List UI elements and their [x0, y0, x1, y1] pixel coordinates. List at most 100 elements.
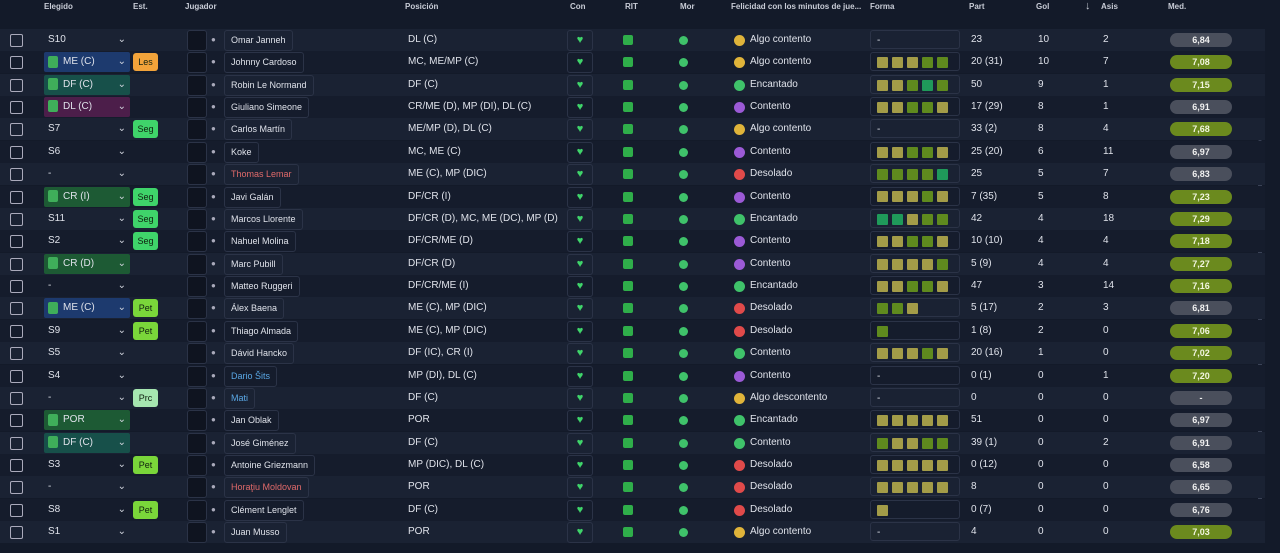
player-row[interactable]: S10 ⌄ ● Omar Janneh DL (C) ♥ Algo contento -23 1… — [0, 29, 1265, 51]
player-name-box[interactable]: Marc Pubill — [224, 253, 283, 275]
checkbox[interactable] — [10, 190, 23, 204]
selection-dropdown[interactable]: DF (C) ⌄ — [44, 432, 130, 453]
checkbox[interactable] — [10, 503, 23, 517]
column-header[interactable]: RIT — [625, 2, 638, 11]
checkbox[interactable] — [10, 34, 23, 47]
column-header[interactable]: Asis — [1101, 2, 1118, 11]
column-header[interactable]: Con — [570, 2, 586, 11]
checkbox[interactable] — [10, 101, 23, 115]
checkbox[interactable] — [10, 145, 23, 159]
selection-dropdown[interactable]: ME (C) ⌄ — [44, 52, 130, 73]
player-name-box[interactable]: Matteo Ruggeri — [224, 276, 300, 298]
selection-dropdown[interactable]: S11 ⌄ — [44, 208, 130, 230]
selection-dropdown[interactable]: S10 ⌄ — [44, 29, 130, 51]
column-header[interactable]: Forma — [870, 2, 895, 11]
selection-dropdown[interactable]: - ⌄ — [44, 275, 130, 297]
player-row[interactable]: DL (C) ⌄ ● Giuliano Simeone CR/ME (D), MP (D… — [0, 96, 1265, 119]
player-row[interactable]: DF (C) ⌄ ● Robin Le Normand DF (C) ♥ Encantado… — [0, 73, 1265, 96]
checkbox[interactable] — [10, 481, 23, 495]
column-header[interactable]: Gol — [1036, 2, 1050, 11]
column-header[interactable]: Est. — [133, 2, 148, 11]
selection-dropdown[interactable]: S7 ⌄ — [44, 118, 130, 140]
checkbox[interactable] — [10, 280, 23, 294]
player-row[interactable]: S5 ⌄ ● Dávid Hancko DF (IC), CR (I) ♥ Contento… — [0, 342, 1265, 365]
checkbox[interactable] — [10, 324, 23, 338]
selection-dropdown[interactable]: S9 ⌄ — [44, 320, 130, 342]
player-name-box[interactable]: Omar Janneh — [224, 30, 293, 51]
selection-dropdown[interactable]: - ⌄ — [44, 163, 130, 185]
player-name-box[interactable]: Thiago Almada — [224, 320, 299, 342]
player-row[interactable]: - ⌄ ● Matteo Ruggeri DF/CR/ME (I) ♥ Encantado 4… — [0, 275, 1265, 298]
checkbox[interactable] — [10, 302, 23, 316]
selection-dropdown[interactable]: S8 ⌄ — [44, 499, 130, 521]
checkbox[interactable] — [10, 78, 23, 92]
selection-dropdown[interactable]: POR ⌄ — [44, 410, 130, 431]
selection-dropdown[interactable]: S6 ⌄ — [44, 141, 130, 163]
player-row[interactable]: - ⌄ ● Thomas Lemar ME (C), MP (DIC) ♥ Desolado… — [0, 163, 1265, 186]
selection-dropdown[interactable]: CR (D) ⌄ — [44, 253, 130, 274]
player-row[interactable]: ME (C) ⌄ Pet ● Álex Baena ME (C), MP (DIC) ♥ De… — [0, 297, 1265, 320]
player-row[interactable]: S9 ⌄ Pet ● Thiago Almada ME (C), MP (DIC) ♥ Des… — [0, 319, 1265, 342]
player-name-box[interactable]: Koke — [224, 141, 259, 163]
selection-dropdown[interactable]: S4 ⌄ — [44, 365, 130, 387]
player-name-box[interactable]: Clément Lenglet — [224, 499, 304, 521]
checkbox[interactable] — [10, 459, 23, 473]
player-name-box[interactable]: Robin Le Normand — [224, 74, 314, 96]
column-header[interactable]: Elegido — [44, 2, 73, 11]
player-row[interactable]: - ⌄ Prc ● Mati DF (C) ♥ Algo descontento -0 0 0- — [0, 386, 1265, 409]
player-row[interactable]: S3 ⌄ Pet ● Antoine Griezmann MP (DIC), DL (C)… — [0, 454, 1265, 477]
selection-dropdown[interactable]: S5 ⌄ — [44, 342, 130, 364]
checkbox[interactable] — [10, 526, 23, 540]
player-row[interactable]: S1 ⌄ ● Juan Musso POR ♥ Algo contento -4 0 0 7,03 — [0, 521, 1265, 544]
column-header[interactable]: Med. — [1168, 2, 1187, 11]
player-name-box[interactable]: Mati — [224, 387, 256, 409]
player-name-box[interactable]: Horaţiu Moldovan — [224, 477, 309, 499]
player-name-box[interactable]: Juan Musso — [224, 522, 287, 544]
column-header[interactable]: Jugador — [185, 2, 217, 11]
selection-dropdown[interactable]: CR (I) ⌄ — [44, 186, 130, 207]
player-row[interactable]: POR ⌄ ● Jan Oblak POR ♥ Encantado 51 0 0 6,97 — [0, 409, 1265, 432]
checkbox[interactable] — [10, 391, 23, 405]
player-row[interactable]: S7 ⌄ Seg ● Carlos Martín ME/MP (D), DL (C) ♥ Al… — [0, 118, 1265, 141]
player-row[interactable]: CR (D) ⌄ ● Marc Pubill DF/CR (D) ♥ Contento 5 (… — [0, 252, 1265, 275]
player-name-box[interactable]: Nahuel Molina — [224, 231, 296, 253]
selection-dropdown[interactable]: - ⌄ — [44, 387, 130, 409]
checkbox[interactable] — [10, 414, 23, 428]
column-header[interactable]: Posición — [405, 2, 439, 11]
checkbox[interactable] — [10, 257, 23, 271]
player-name-box[interactable]: Carlos Martín — [224, 119, 293, 141]
player-row[interactable]: S8 ⌄ Pet ● Clément Lenglet DF (C) ♥ Desolado 0 (… — [0, 498, 1265, 521]
player-name-box[interactable]: Álex Baena — [224, 298, 285, 320]
checkbox[interactable] — [10, 436, 23, 450]
column-header[interactable]: Felicidad con los minutos de jue... — [731, 2, 862, 11]
player-name-box[interactable]: Dávid Hancko — [224, 343, 295, 365]
checkbox[interactable] — [10, 347, 23, 361]
player-name-box[interactable]: Giuliano Simeone — [224, 97, 310, 119]
checkbox[interactable] — [10, 235, 23, 249]
selection-dropdown[interactable]: - ⌄ — [44, 476, 130, 498]
player-row[interactable]: S6 ⌄ ● Koke MC, ME (C) ♥ Contento 25 (20) 6 11 6,9… — [0, 140, 1265, 163]
player-name-box[interactable]: Dario Šits — [224, 365, 278, 387]
selection-dropdown[interactable]: DF (C) ⌄ — [44, 74, 130, 95]
player-row[interactable]: S4 ⌄ ● Dario Šits MP (DI), DL (C) ♥ Contento -0… — [0, 364, 1265, 387]
player-name-box[interactable]: Johnny Cardoso — [224, 52, 304, 74]
checkbox[interactable] — [10, 168, 23, 182]
column-header[interactable]: Mor — [680, 2, 695, 11]
player-name-box[interactable]: Jan Oblak — [224, 410, 279, 432]
player-name-box[interactable]: Javi Galán — [224, 186, 281, 208]
player-row[interactable]: S2 ⌄ Seg ● Nahuel Molina DF/CR/ME (D) ♥ Content… — [0, 230, 1265, 253]
selection-dropdown[interactable]: ME (C) ⌄ — [44, 298, 130, 319]
player-row[interactable]: CR (I) ⌄ Seg ● Javi Galán DF/CR (I) ♥ Contento 7… — [0, 185, 1265, 208]
selection-dropdown[interactable]: DL (C) ⌄ — [44, 97, 130, 118]
player-name-box[interactable]: Antoine Griezmann — [224, 455, 316, 477]
player-row[interactable]: DF (C) ⌄ ● José Giménez DF (C) ♥ Contento 39 (1… — [0, 431, 1265, 454]
player-name-box[interactable]: Thomas Lemar — [224, 164, 299, 186]
player-row[interactable]: ME (C) ⌄ Les ● Johnny Cardoso MC, ME/MP (C) ♥ A… — [0, 51, 1265, 74]
selection-dropdown[interactable]: S2 ⌄ — [44, 230, 130, 252]
checkbox[interactable] — [10, 56, 23, 70]
player-name-box[interactable]: Marcos Llorente — [224, 208, 303, 230]
checkbox[interactable] — [10, 123, 23, 137]
player-row[interactable]: - ⌄ ● Horaţiu Moldovan POR ♥ Desolado 8 0 0 6,65 — [0, 476, 1265, 499]
selection-dropdown[interactable]: S3 ⌄ — [44, 454, 130, 476]
checkbox[interactable] — [10, 212, 23, 226]
